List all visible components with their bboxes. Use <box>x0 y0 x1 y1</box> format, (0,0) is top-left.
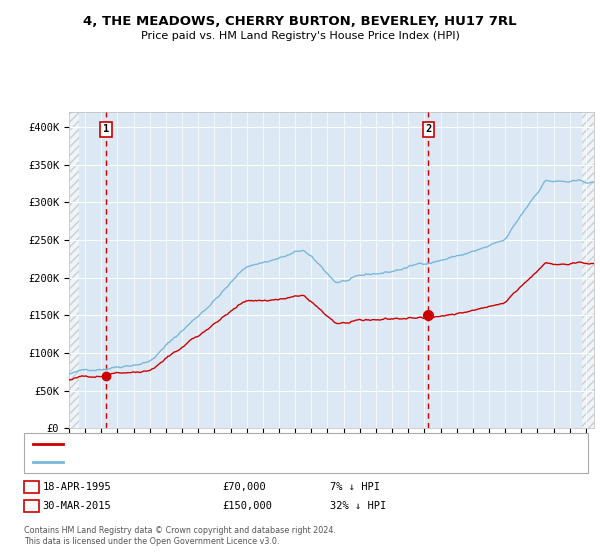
Text: 32% ↓ HPI: 32% ↓ HPI <box>330 501 386 511</box>
Text: 4, THE MEADOWS, CHERRY BURTON, BEVERLEY, HU17 7RL (detached house): 4, THE MEADOWS, CHERRY BURTON, BEVERLEY,… <box>69 440 433 449</box>
Text: 2: 2 <box>425 124 431 134</box>
Text: 18-APR-1995: 18-APR-1995 <box>43 482 111 492</box>
Text: 30-MAR-2015: 30-MAR-2015 <box>43 501 111 511</box>
Text: 1: 1 <box>28 482 34 492</box>
Text: 4, THE MEADOWS, CHERRY BURTON, BEVERLEY, HU17 7RL: 4, THE MEADOWS, CHERRY BURTON, BEVERLEY,… <box>83 15 517 28</box>
Text: HPI: Average price, detached house, East Riding of Yorkshire: HPI: Average price, detached house, East… <box>69 458 356 466</box>
Text: Contains HM Land Registry data © Crown copyright and database right 2024.
This d: Contains HM Land Registry data © Crown c… <box>24 526 336 546</box>
Text: 7% ↓ HPI: 7% ↓ HPI <box>330 482 380 492</box>
Text: £70,000: £70,000 <box>222 482 266 492</box>
Text: £150,000: £150,000 <box>222 501 272 511</box>
Text: Price paid vs. HM Land Registry's House Price Index (HPI): Price paid vs. HM Land Registry's House … <box>140 31 460 41</box>
Bar <box>582 112 594 428</box>
Text: 1: 1 <box>103 124 109 134</box>
Bar <box>69 112 79 428</box>
Text: 2: 2 <box>28 501 34 511</box>
